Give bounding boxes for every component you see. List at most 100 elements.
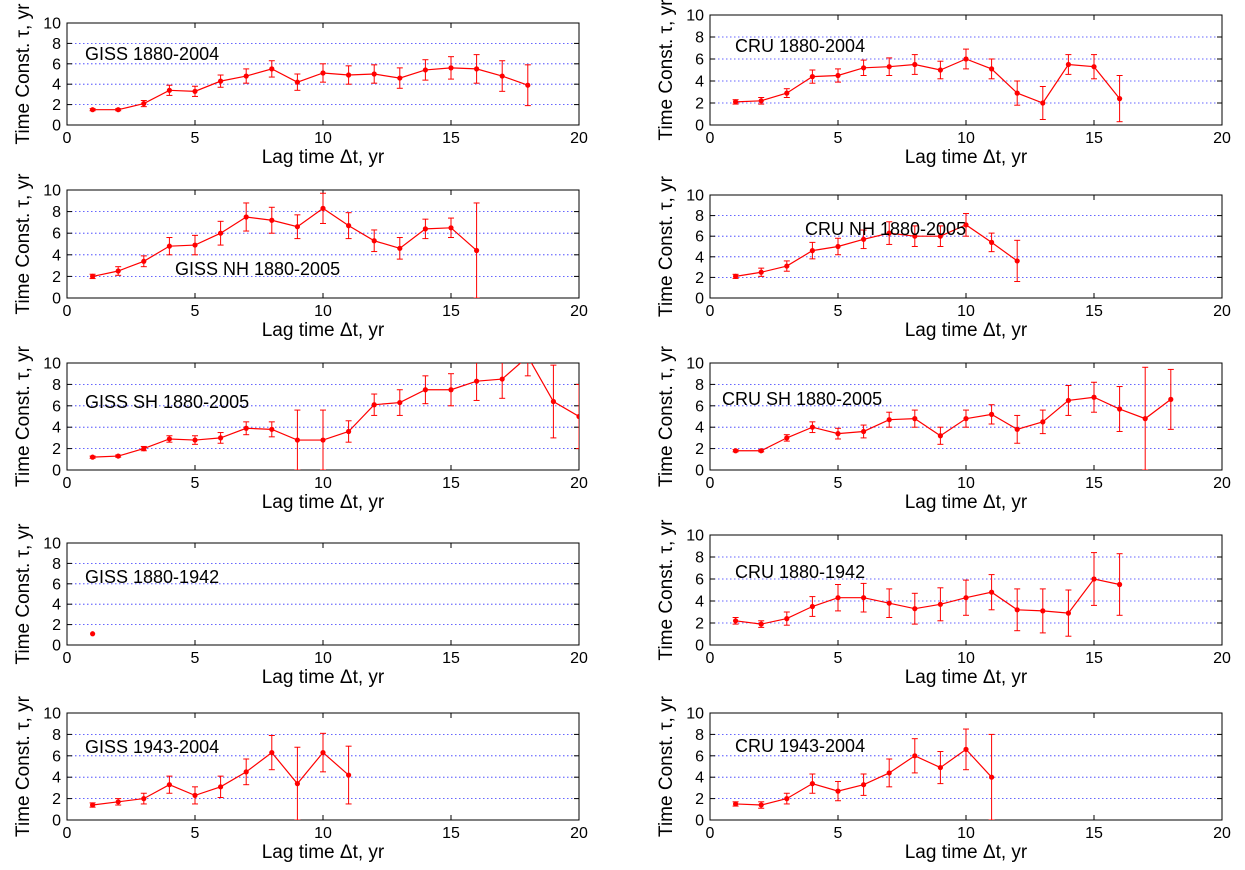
data-point <box>141 446 147 452</box>
data-point <box>192 437 198 443</box>
data-point <box>448 387 454 393</box>
data-point <box>1040 419 1046 425</box>
data-point <box>861 428 867 435</box>
x-tick-label: 0 <box>63 825 72 842</box>
x-tick-label: 15 <box>442 650 460 667</box>
data-point <box>294 224 300 230</box>
data-point <box>90 107 96 113</box>
data-point <box>474 378 480 384</box>
data-point <box>243 73 249 79</box>
x-tick-label: 0 <box>63 650 72 667</box>
data-point <box>963 222 969 228</box>
data-point <box>1040 100 1046 106</box>
series-line <box>92 67 529 111</box>
data-point <box>525 354 530 359</box>
data-point <box>576 413 579 420</box>
data-point <box>733 273 739 279</box>
x-tick-label: 0 <box>63 475 72 492</box>
panel-1-xlabel: Lag time Δt, yr <box>905 147 1028 168</box>
data-point <box>550 398 557 405</box>
data-point <box>784 435 790 441</box>
data-point <box>886 230 892 236</box>
data-point <box>758 621 764 627</box>
data-point <box>1014 607 1020 613</box>
x-tick-label: 10 <box>957 650 975 667</box>
data-point <box>397 399 403 406</box>
panel-7-ylabel: Time Const. τ, yr <box>656 519 677 661</box>
y-tick-label: 4 <box>52 770 61 787</box>
y-tick-label: 2 <box>52 269 61 286</box>
data-point <box>809 424 816 430</box>
y-tick-label: 0 <box>695 118 704 135</box>
x-tick-label: 5 <box>191 303 200 320</box>
data-point <box>809 781 816 787</box>
y-tick-label: 10 <box>43 706 61 723</box>
y-tick-label: 4 <box>695 594 704 611</box>
data-point <box>758 98 764 104</box>
panel-6-ylabel: Time Const. τ, yr <box>13 523 34 665</box>
data-point <box>989 239 995 245</box>
data-point <box>115 453 121 459</box>
x-tick-label: 5 <box>834 303 843 320</box>
x-tick-label: 0 <box>63 130 72 147</box>
panel-7-series <box>732 552 1123 637</box>
data-point <box>835 72 841 79</box>
data-point <box>166 782 172 788</box>
y-tick-label: 8 <box>695 30 704 47</box>
y-tick-label: 4 <box>695 249 704 266</box>
data-point <box>784 616 790 622</box>
x-tick-label: 5 <box>191 130 200 147</box>
panel-2-ylabel: Time Const. τ, yr <box>13 173 34 315</box>
panel-5-ylabel: Time Const. τ, yr <box>656 345 677 487</box>
x-tick-label: 0 <box>706 475 715 492</box>
data-point <box>269 749 275 756</box>
series-line <box>735 396 1172 452</box>
series-line <box>735 224 1018 277</box>
x-tick-label: 20 <box>1213 475 1231 492</box>
panel-1-ylabel: Time Const. τ, yr <box>656 0 677 140</box>
data-point <box>448 225 454 231</box>
data-point <box>835 243 841 250</box>
panel-5-series <box>732 366 1174 470</box>
data-point <box>1040 608 1046 614</box>
y-tick-label: 6 <box>695 52 704 69</box>
data-point <box>809 603 816 610</box>
data-point <box>294 781 300 787</box>
data-point <box>1014 426 1020 432</box>
data-point <box>784 796 790 802</box>
data-point <box>963 595 969 601</box>
y-tick-label: 6 <box>52 226 61 243</box>
x-tick-label: 5 <box>191 825 200 842</box>
y-tick-label: 6 <box>52 398 61 415</box>
panel-2-xlabel: Lag time Δt, yr <box>262 320 385 341</box>
data-point <box>115 268 121 274</box>
y-tick-label: 4 <box>52 597 61 614</box>
data-point <box>809 74 816 80</box>
data-point <box>371 238 377 244</box>
data-point <box>886 64 892 70</box>
panel-6-title: GISS 1880-1942 <box>85 567 219 587</box>
y-tick-label: 10 <box>686 706 704 723</box>
data-point <box>371 71 377 77</box>
data-point <box>1065 610 1071 616</box>
data-point <box>733 801 739 807</box>
data-point <box>912 416 918 422</box>
x-tick-label: 10 <box>957 303 975 320</box>
y-tick-label: 0 <box>695 638 704 655</box>
x-tick-label: 10 <box>957 475 975 492</box>
data-point <box>294 437 300 443</box>
data-point <box>397 75 403 81</box>
data-point <box>861 782 867 788</box>
x-tick-label: 15 <box>442 475 460 492</box>
y-tick-label: 4 <box>52 247 61 264</box>
x-tick-label: 0 <box>706 650 715 667</box>
x-tick-label: 15 <box>1085 475 1103 492</box>
y-tick-label: 2 <box>52 617 61 634</box>
panel-0-series <box>89 54 531 113</box>
y-tick-label: 8 <box>52 377 61 394</box>
data-point <box>474 247 480 254</box>
y-tick-label: 2 <box>52 791 61 808</box>
data-point <box>218 230 224 236</box>
